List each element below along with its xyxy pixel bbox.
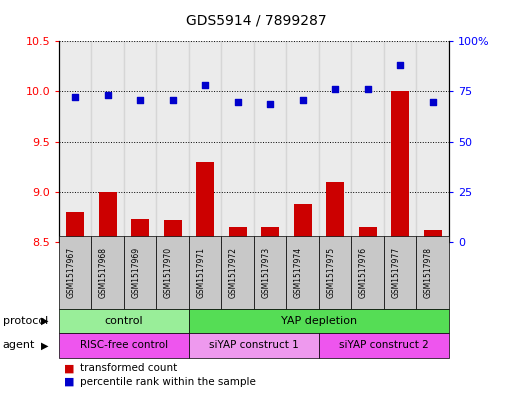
Text: ▶: ▶ [42, 316, 49, 326]
Bar [384, 41, 417, 242]
Text: siYAP construct 1: siYAP construct 1 [209, 340, 299, 351]
Point [71, 94, 80, 101]
Bar [196, 162, 214, 242]
Bar [156, 41, 189, 242]
Bar [351, 41, 384, 242]
Point [201, 82, 209, 88]
Text: GDS5914 / 7899287: GDS5914 / 7899287 [186, 14, 327, 28]
Bar [66, 212, 84, 242]
Point [266, 100, 274, 107]
Bar [254, 41, 286, 242]
Point [396, 62, 404, 68]
Bar [294, 204, 311, 242]
Text: GSM1517969: GSM1517969 [131, 247, 140, 298]
Text: ▶: ▶ [42, 340, 49, 351]
Text: GSM1517971: GSM1517971 [196, 247, 205, 298]
Point [104, 92, 112, 99]
Bar [359, 227, 377, 242]
Bar [99, 192, 116, 242]
Bar [222, 41, 254, 242]
Point [428, 98, 437, 105]
Text: GSM1517976: GSM1517976 [359, 247, 368, 298]
Text: agent: agent [3, 340, 35, 351]
Point [233, 98, 242, 105]
Text: transformed count: transformed count [80, 363, 177, 373]
Bar [391, 92, 409, 242]
Text: GSM1517967: GSM1517967 [66, 247, 75, 298]
Text: GSM1517974: GSM1517974 [293, 247, 303, 298]
Text: control: control [105, 316, 143, 326]
Bar [131, 219, 149, 242]
Point [169, 96, 177, 103]
Text: YAP depletion: YAP depletion [281, 316, 357, 326]
Text: GSM1517975: GSM1517975 [326, 247, 335, 298]
Bar [91, 41, 124, 242]
Bar [261, 227, 279, 242]
Text: protocol: protocol [3, 316, 48, 326]
Text: GSM1517970: GSM1517970 [164, 247, 173, 298]
Bar [319, 41, 351, 242]
Text: RISC-free control: RISC-free control [80, 340, 168, 351]
Text: percentile rank within the sample: percentile rank within the sample [80, 376, 255, 387]
Text: ■: ■ [64, 363, 74, 373]
Text: GSM1517968: GSM1517968 [98, 247, 108, 298]
Point [331, 86, 339, 93]
Point [299, 96, 307, 103]
Point [136, 96, 144, 103]
Bar [59, 41, 91, 242]
Bar [229, 227, 247, 242]
Bar [286, 41, 319, 242]
Text: GSM1517977: GSM1517977 [391, 247, 400, 298]
Bar [189, 41, 222, 242]
Bar [326, 182, 344, 242]
Bar [164, 220, 182, 242]
Text: GSM1517972: GSM1517972 [229, 247, 238, 298]
Point [364, 86, 372, 93]
Text: GSM1517973: GSM1517973 [261, 247, 270, 298]
Bar [417, 41, 449, 242]
Bar [424, 230, 442, 242]
Text: ■: ■ [64, 376, 74, 387]
Text: siYAP construct 2: siYAP construct 2 [339, 340, 429, 351]
Text: GSM1517978: GSM1517978 [424, 247, 432, 298]
Bar [124, 41, 156, 242]
